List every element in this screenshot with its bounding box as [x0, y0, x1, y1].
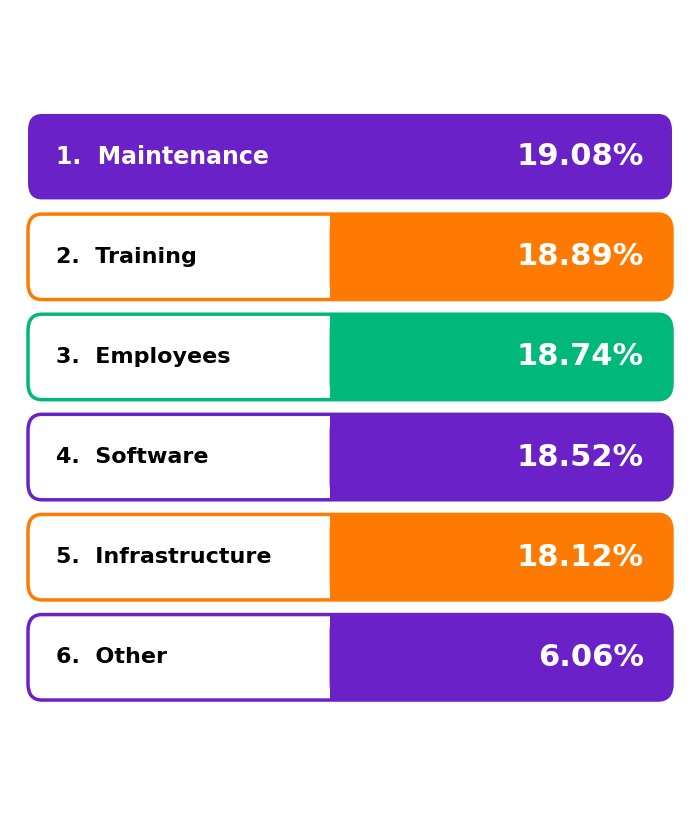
Text: 5.  Infrastructure: 5. Infrastructure [56, 547, 272, 567]
FancyBboxPatch shape [330, 514, 672, 600]
Bar [330, 314, 344, 400]
Text: 4.  Software: 4. Software [56, 447, 209, 467]
Bar [330, 214, 344, 300]
Text: 18.52%: 18.52% [517, 443, 644, 471]
FancyBboxPatch shape [28, 114, 672, 199]
Text: 18.89%: 18.89% [517, 243, 644, 271]
FancyBboxPatch shape [28, 214, 672, 300]
Text: 6.  Other: 6. Other [56, 647, 167, 667]
FancyBboxPatch shape [28, 514, 672, 600]
Bar [330, 414, 344, 500]
Bar [330, 615, 344, 700]
Text: 3.  Employees: 3. Employees [56, 347, 230, 367]
FancyBboxPatch shape [28, 615, 672, 700]
FancyBboxPatch shape [330, 214, 672, 300]
FancyBboxPatch shape [330, 615, 672, 700]
FancyBboxPatch shape [28, 314, 672, 400]
Bar [330, 514, 344, 600]
FancyBboxPatch shape [28, 414, 672, 500]
Text: 1.  Maintenance: 1. Maintenance [56, 145, 269, 168]
Text: 19.08%: 19.08% [517, 142, 644, 171]
Text: 18.74%: 18.74% [517, 343, 644, 371]
Text: 18.12%: 18.12% [517, 543, 644, 571]
FancyBboxPatch shape [330, 414, 672, 500]
Text: 6.06%: 6.06% [538, 643, 644, 672]
Text: 2.  Training: 2. Training [56, 247, 197, 267]
FancyBboxPatch shape [330, 314, 672, 400]
